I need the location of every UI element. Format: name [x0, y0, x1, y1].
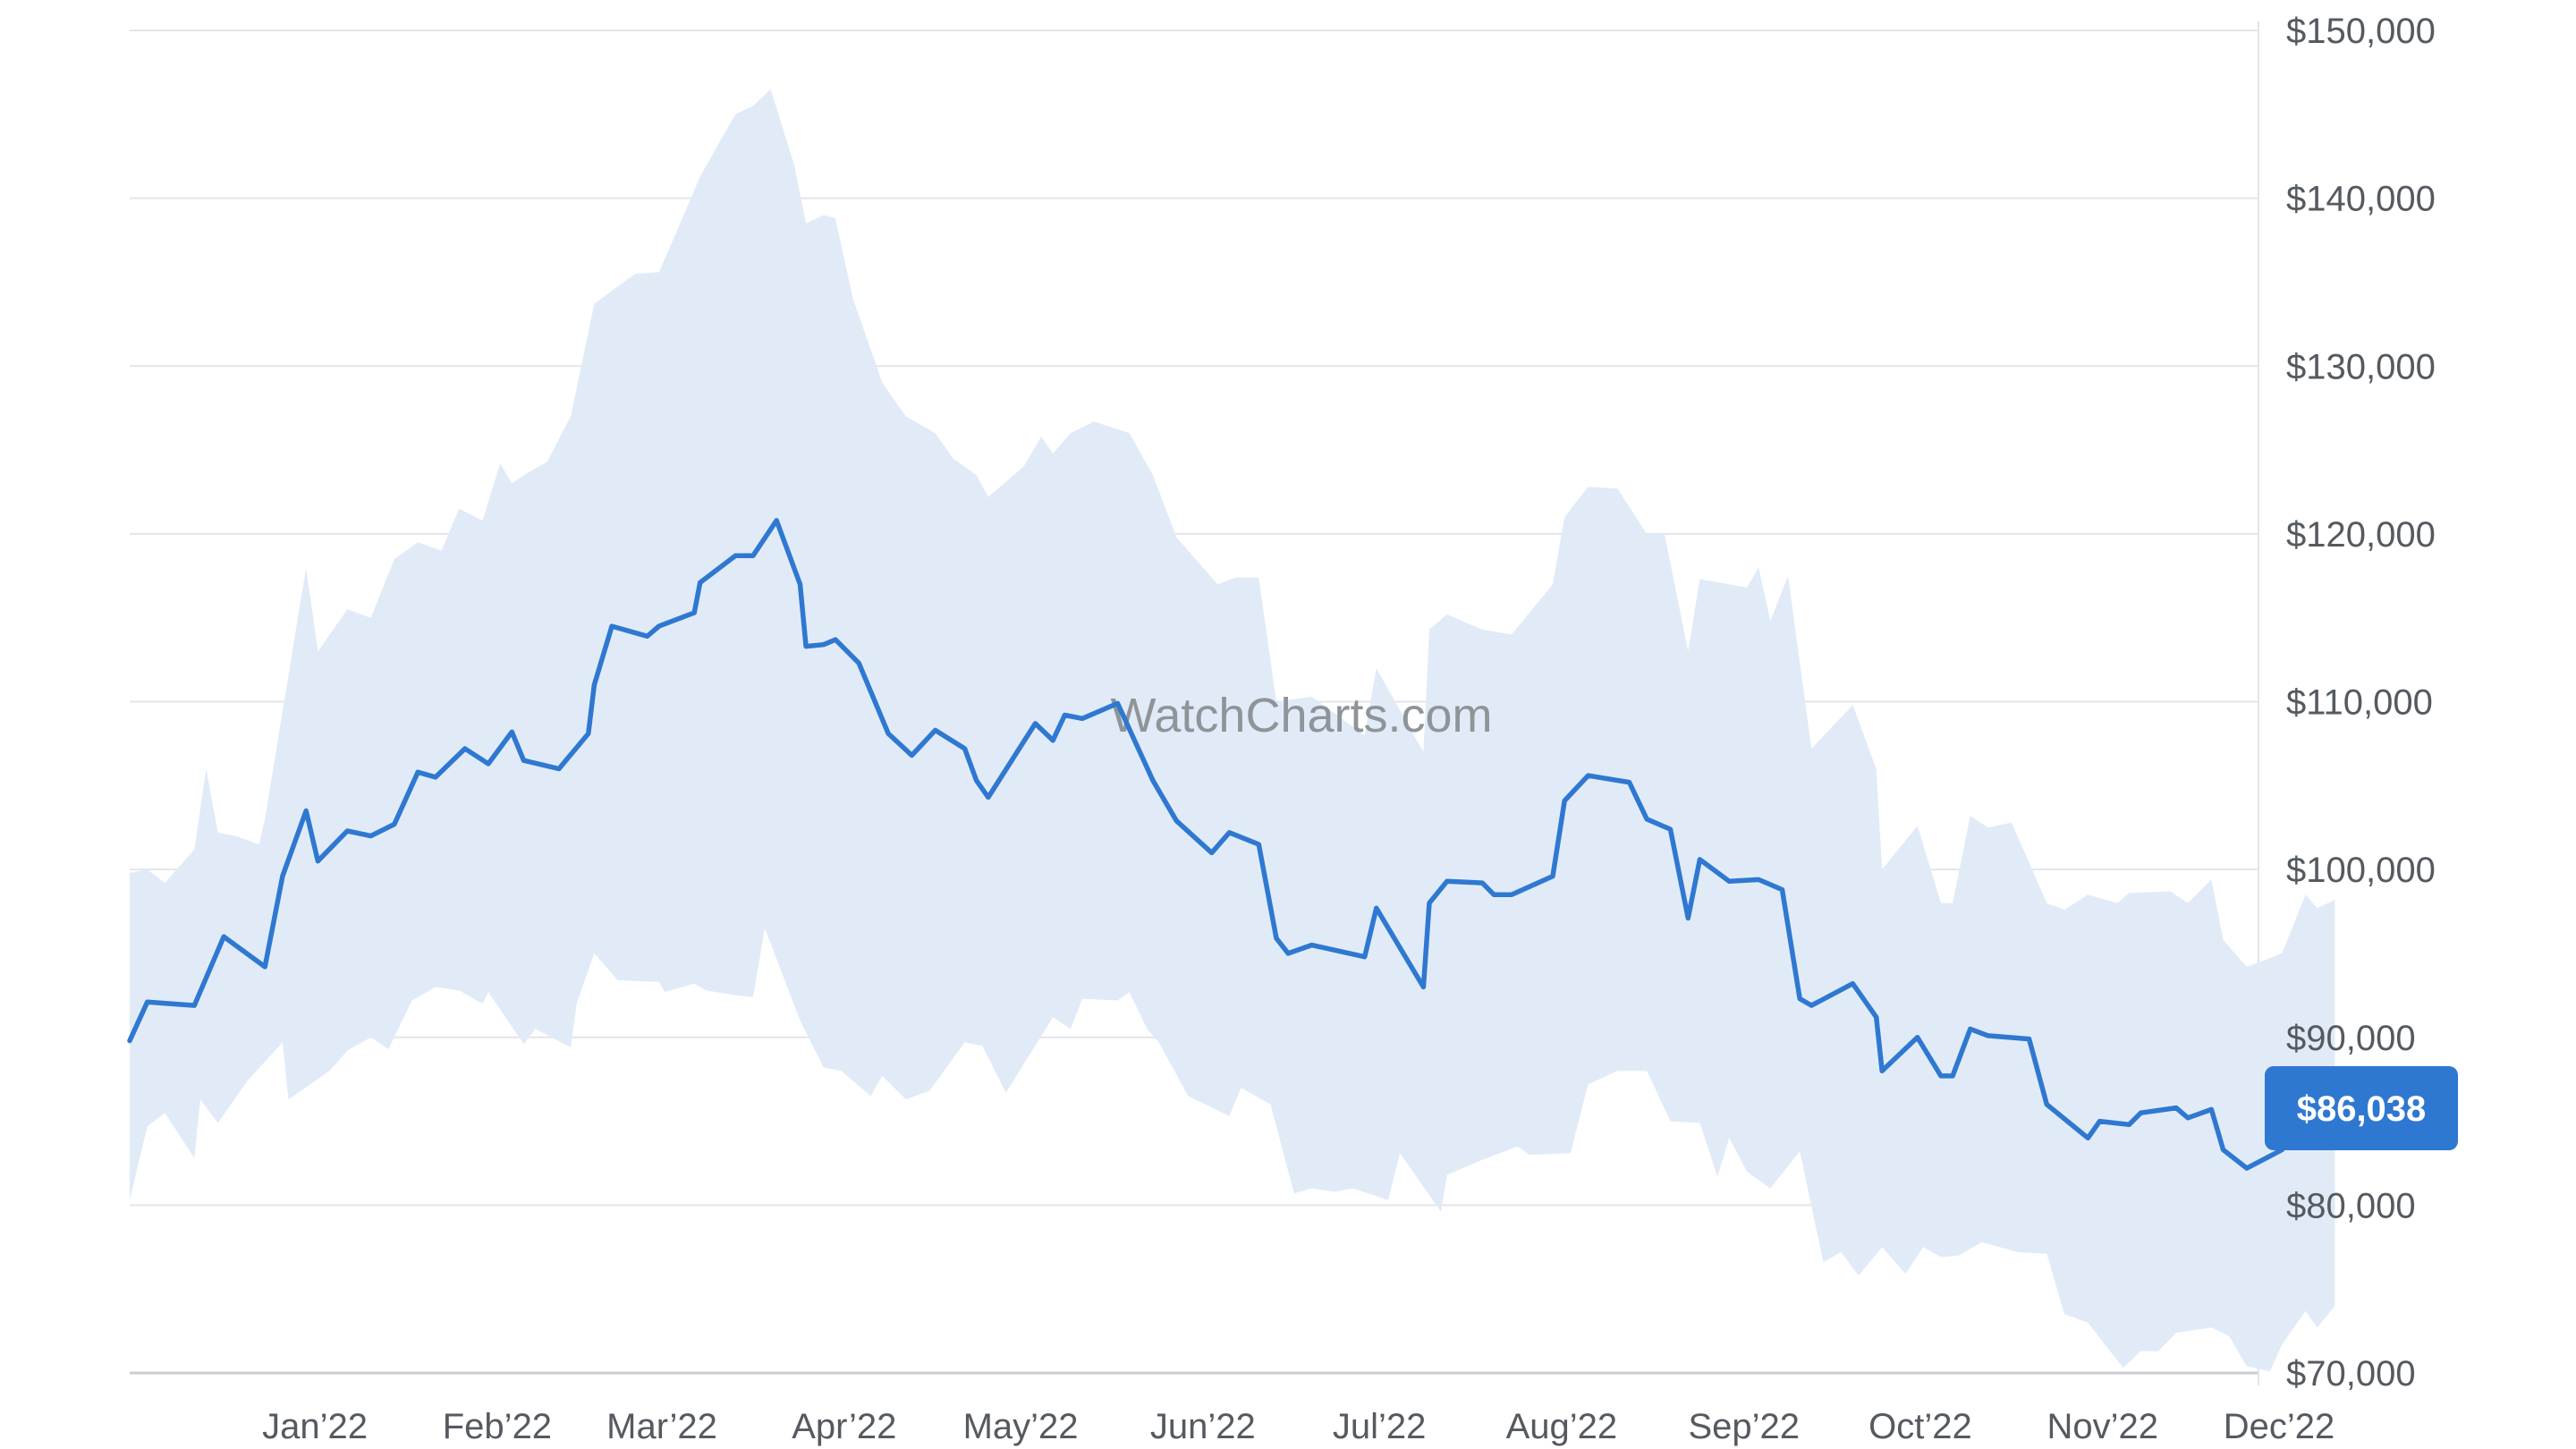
x-tick-label: Dec’22	[2224, 1407, 2335, 1446]
y-tick-label: $70,000	[2286, 1354, 2416, 1394]
x-tick-label: Sep’22	[1688, 1407, 1800, 1446]
watermark: WatchCharts.com	[1110, 689, 1492, 742]
x-tick-label: Apr’22	[792, 1407, 896, 1446]
x-tick-label: Jun’22	[1150, 1407, 1256, 1446]
x-tick-label: Feb’22	[443, 1407, 552, 1446]
x-tick-label: Jan’22	[262, 1407, 368, 1446]
x-tick-label: Oct’22	[1868, 1407, 1972, 1446]
x-tick-label: Aug’22	[1506, 1407, 1618, 1446]
y-tick-label: $100,000	[2286, 851, 2436, 890]
current-price-badge-bg	[2265, 1066, 2458, 1150]
y-tick-label: $90,000	[2286, 1019, 2416, 1058]
y-tick-label: $140,000	[2286, 180, 2436, 219]
y-tick-label: $110,000	[2286, 683, 2433, 723]
x-tick-label: Nov’22	[2047, 1407, 2159, 1446]
x-axis-labels: Jan’22 Feb’22 Mar’22 Apr’22 May’22 Jun’22 Jul’…	[262, 1407, 2334, 1446]
y-axis-labels: $70,000 $80,000 $90,000 $100,000 $110,000 $12…	[2286, 12, 2436, 1394]
y-tick-label: $120,000	[2286, 515, 2436, 555]
current-price-label: $86,038	[2297, 1089, 2427, 1129]
x-tick-label: Mar’22	[606, 1407, 717, 1446]
x-tick-label: Jul’22	[1333, 1407, 1427, 1446]
price-line	[127, 518, 2338, 1171]
price-range-band	[130, 89, 2335, 1372]
x-tick-label: May’22	[963, 1407, 1079, 1446]
current-price-badge: $86,038	[2265, 1066, 2458, 1150]
y-tick-label: $130,000	[2286, 347, 2436, 386]
y-tick-label: $80,000	[2286, 1186, 2416, 1225]
y-tick-label: $150,000	[2286, 12, 2436, 51]
